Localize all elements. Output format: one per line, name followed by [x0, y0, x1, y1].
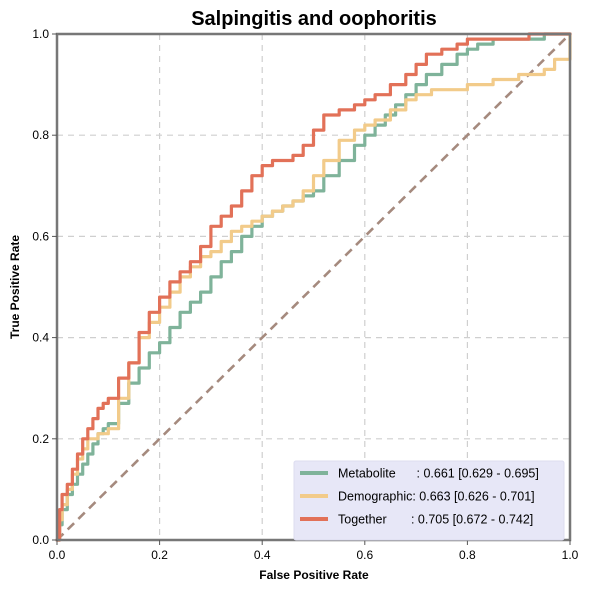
x-axis-label: False Positive Rate [259, 568, 369, 582]
series-group [55, 32, 572, 542]
y-tick-label: 0.2 [32, 432, 49, 446]
y-axis-ticks: 0.0 0.2 0.4 0.6 0.8 1.0 [32, 27, 57, 547]
x-axis-ticks: 0.0 0.2 0.4 0.6 0.8 1.0 [49, 540, 579, 562]
x-tick-label: 0.6 [356, 548, 373, 562]
y-tick-label: 0.6 [32, 229, 49, 243]
x-tick-label: 0.2 [151, 548, 168, 562]
y-tick-label: 0.0 [32, 533, 49, 547]
y-axis-label: True Positive Rate [8, 235, 22, 339]
y-tick-label: 0.4 [32, 331, 49, 345]
series-line-demographic [55, 32, 572, 542]
series-line-metabolite [55, 32, 572, 542]
series-line-together [55, 32, 572, 542]
x-tick-label: 0.4 [254, 548, 271, 562]
legend-label-together: Together : 0.705 [0.672 - 0.742] [338, 513, 533, 527]
legend: Metabolite : 0.661 [0.629 - 0.695] Demogr… [293, 460, 565, 541]
legend-label-demographic: Demographic: 0.663 [0.626 - 0.701] [338, 490, 535, 504]
chance-line [56, 33, 571, 541]
y-tick-label: 1.0 [32, 27, 49, 41]
x-tick-label: 0.0 [49, 548, 66, 562]
x-tick-label: 0.8 [459, 548, 476, 562]
x-tick-label: 1.0 [562, 548, 579, 562]
legend-box [293, 460, 565, 541]
chart-title: Salpingitis and oophoritis [191, 8, 437, 30]
legend-label-metabolite: Metabolite : 0.661 [0.629 - 0.695] [338, 467, 539, 481]
y-tick-label: 0.8 [32, 128, 49, 142]
